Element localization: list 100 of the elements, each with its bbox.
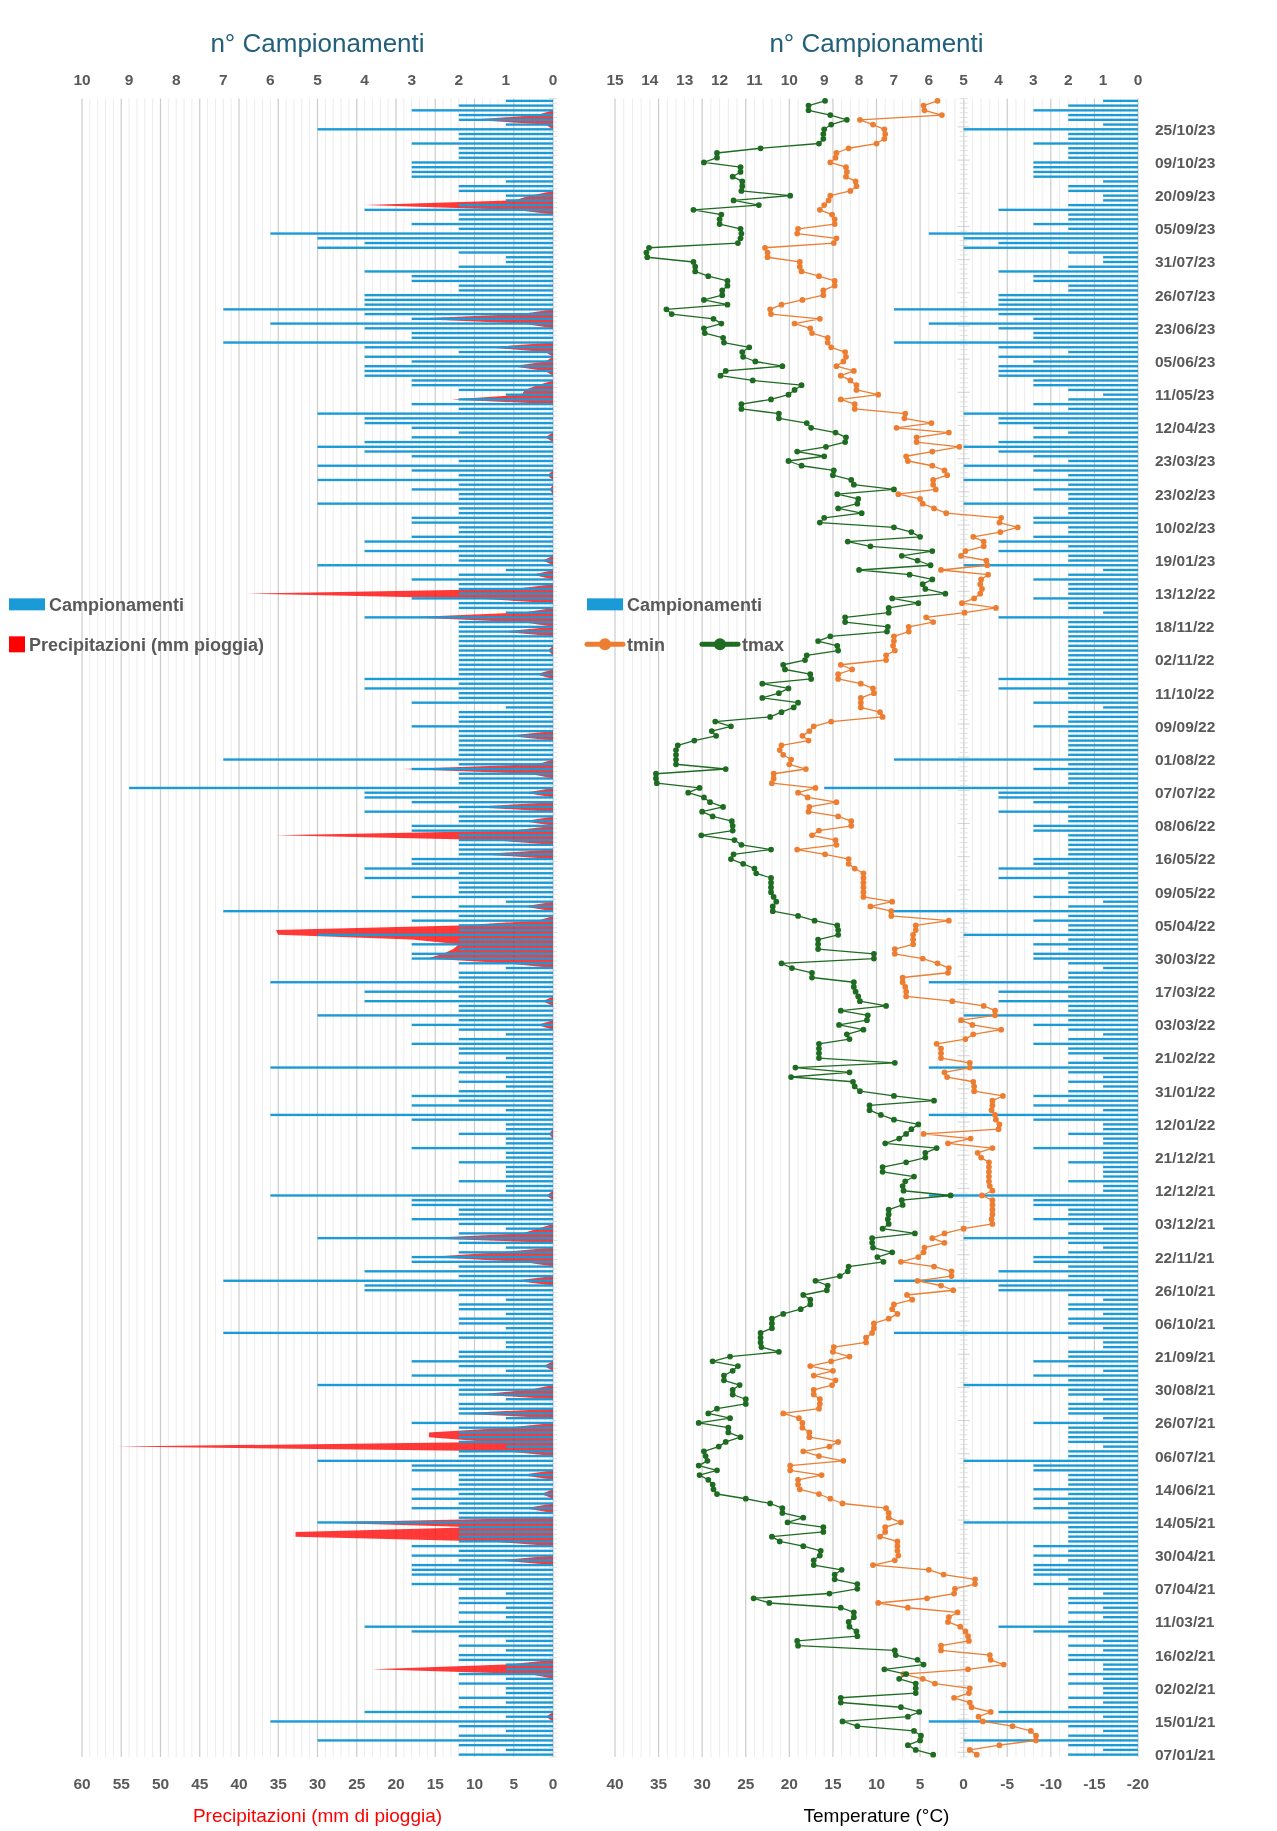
x-tick-label: 10: [465, 1775, 484, 1792]
x-tick-label: 5: [509, 1775, 519, 1792]
x-axis-title: Precipitazioni (mm di pioggia): [192, 1805, 443, 1826]
x2-tick-label: 3: [1029, 71, 1039, 88]
x2-tick-label: 11: [746, 71, 764, 88]
x2-tick-label: 8: [854, 71, 864, 88]
y-tick-label: 21/09/21: [1155, 1348, 1216, 1366]
x2-tick-label: 4: [360, 71, 370, 88]
y-tick-label: 18/11/22: [1155, 618, 1215, 636]
y-tick-label: 11/10/22: [1155, 684, 1215, 702]
x-tick-label: 50: [151, 1775, 170, 1792]
y-tick-label: 14/05/21: [1155, 1513, 1216, 1531]
legend-label: Campionamenti: [627, 594, 763, 615]
y-tick-label: 12/04/23: [1155, 419, 1216, 437]
y-tick-label: 07/07/22: [1155, 784, 1216, 802]
legend-label: Campionamenti: [49, 594, 185, 615]
y-tick-label: 02/11/22: [1155, 651, 1215, 669]
y-tick-label: 06/10/21: [1155, 1314, 1216, 1332]
x-tick-label: -20: [1126, 1775, 1150, 1792]
y-tick-label: 09/09/22: [1155, 717, 1216, 735]
x-axis-title: Temperature (°C): [803, 1805, 950, 1826]
y-tick-label: 03/12/21: [1155, 1215, 1216, 1233]
x-tick-label: -10: [1039, 1775, 1063, 1792]
y-tick-label: 26/10/21: [1155, 1281, 1216, 1299]
y-tick-label: 02/02/21: [1155, 1679, 1216, 1697]
x-tick-label: 15: [824, 1775, 842, 1792]
y-tick-label: 30/03/22: [1155, 949, 1216, 967]
y-tick-label: 05/04/22: [1155, 916, 1216, 934]
x-tick-label: 40: [230, 1775, 248, 1792]
x-tick-label: 55: [112, 1775, 131, 1792]
x-tick-label: 0: [548, 1775, 558, 1792]
x-tick-label: 5: [915, 1775, 925, 1792]
x2-tick-label: 9: [124, 71, 134, 88]
y-tick-label: 01/08/22: [1155, 750, 1216, 768]
y-tick-label: 21/02/22: [1155, 1049, 1216, 1067]
y-tick-label: 23/06/23: [1155, 319, 1216, 337]
x2-tick-label: 1: [1098, 71, 1108, 88]
x-tick-label: 20: [387, 1775, 405, 1792]
x-tick-label: 35: [649, 1775, 668, 1792]
y-tick-label: 12/01/22: [1155, 1115, 1216, 1133]
x2-tick-label: 7: [889, 71, 899, 88]
y-tick-label: 22/11/21: [1155, 1248, 1215, 1266]
x-tick-label: 35: [269, 1775, 288, 1792]
y-tick-label: 17/03/22: [1155, 983, 1216, 1001]
y-tick-label: 09/05/22: [1155, 883, 1216, 901]
x-tick-label: -5: [1000, 1775, 1015, 1792]
y-tick-label: 11/03/21: [1155, 1613, 1215, 1631]
legend-label: tmin: [627, 634, 665, 655]
x-tick-label: 60: [73, 1775, 91, 1792]
y-tick-label: 06/07/21: [1155, 1447, 1216, 1465]
x-tick-label: 0: [959, 1775, 968, 1792]
x2-tick-label: 7: [218, 71, 228, 88]
y-tick-label: 14/06/21: [1155, 1480, 1216, 1498]
x2-tick-label: 2: [1063, 71, 1073, 88]
x2-tick-label: 14: [641, 71, 659, 88]
legend-label: Precipitazioni (mm pioggia): [29, 634, 265, 655]
x2-tick-label: 9: [819, 71, 829, 88]
y-tick-label: 23/03/23: [1155, 452, 1216, 470]
y-tick-label: 07/04/21: [1155, 1580, 1216, 1598]
x2-tick-label: 5: [313, 71, 323, 88]
x-tick-label: 45: [191, 1775, 209, 1792]
x2-tick-label: 8: [171, 71, 181, 88]
y-tick-label: 26/07/21: [1155, 1414, 1216, 1432]
y-tick-label: 03/03/22: [1155, 1016, 1216, 1034]
x2-tick-label: 1: [501, 71, 511, 88]
x-tick-label: 15: [426, 1775, 445, 1792]
y-tick-label: 07/01/21: [1155, 1746, 1216, 1764]
x-tick-label: 40: [606, 1775, 624, 1792]
y-tick-label: 31/01/22: [1155, 1082, 1216, 1100]
x2-tick-label: 6: [924, 71, 934, 88]
y-tick-label: 11/05/23: [1155, 386, 1215, 404]
x2-tick-label: 4: [994, 71, 1004, 88]
y-tick-label: 20/09/23: [1155, 187, 1216, 205]
x-tick-label: 10: [867, 1775, 886, 1792]
x2-tick-label: 13: [676, 71, 694, 88]
x-tick-label: -15: [1083, 1775, 1106, 1792]
y-tick-label: 31/07/23: [1155, 253, 1216, 271]
x-tick-label: 30: [693, 1775, 711, 1792]
x2-tick-label: 3: [407, 71, 417, 88]
y-tick-label: 09/10/23: [1155, 153, 1216, 171]
y-tick-label: 16/05/22: [1155, 850, 1216, 868]
y-tick-label: 26/07/23: [1155, 286, 1216, 304]
x-tick-label: 30: [308, 1775, 327, 1792]
x2-axis-title: n° Campionamenti: [769, 28, 984, 58]
y-tick-label: 19/01/23: [1155, 551, 1216, 569]
y-tick-label: 23/02/23: [1155, 485, 1216, 503]
x2-tick-label: 10: [73, 71, 91, 88]
x-tick-label: 25: [348, 1775, 366, 1792]
y-tick-label: 16/02/21: [1155, 1646, 1216, 1664]
y-tick-label: 08/06/22: [1155, 817, 1216, 835]
y-tick-label: 05/06/23: [1155, 352, 1216, 370]
x2-tick-label: 5: [959, 71, 969, 88]
x2-tick-label: 2: [454, 71, 464, 88]
y-tick-label: 21/12/21: [1155, 1149, 1216, 1166]
y-tick-label: 10/02/23: [1155, 518, 1216, 536]
y-tick-label: 15/01/21: [1155, 1712, 1216, 1730]
y-tick-label: 30/04/21: [1155, 1547, 1216, 1565]
y-tick-label: 13/12/22: [1155, 585, 1216, 603]
x-tick-label: 20: [780, 1775, 798, 1792]
x2-tick-label: 15: [606, 71, 624, 88]
